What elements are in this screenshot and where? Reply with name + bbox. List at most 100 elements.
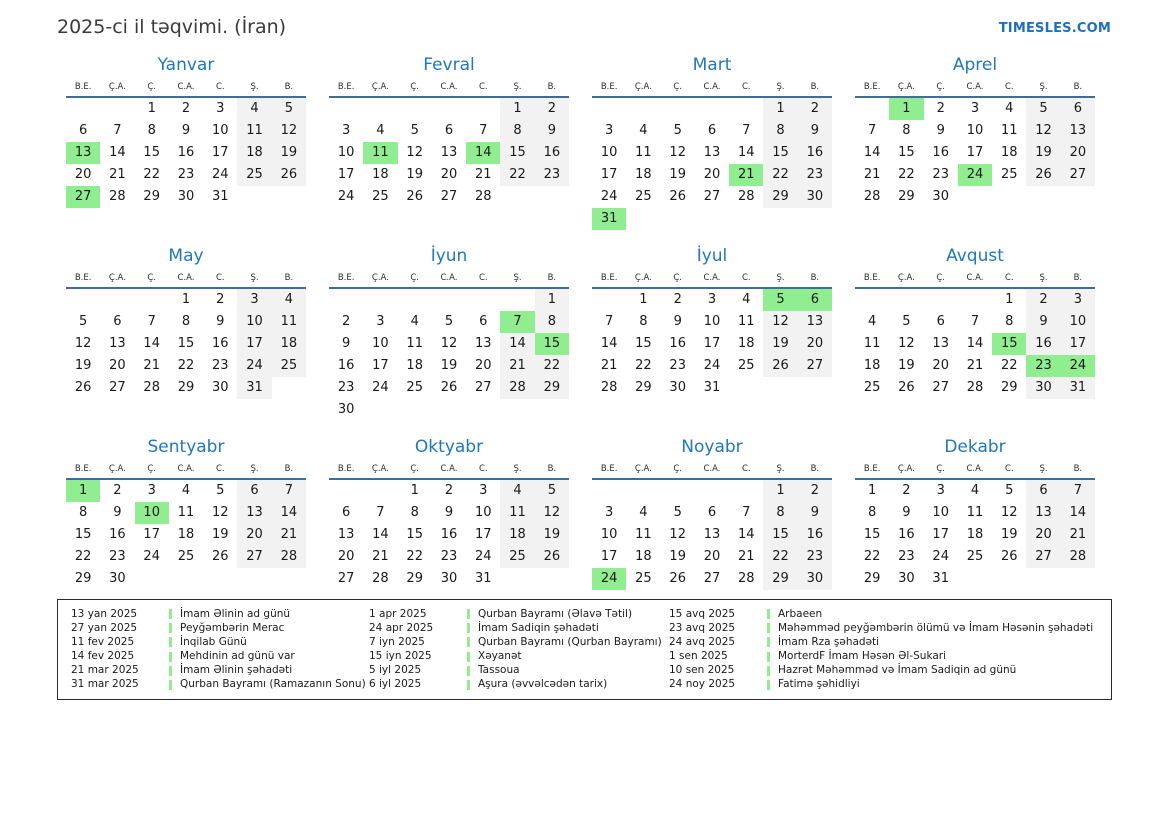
week-row: 19 20 21 22 23 24 25 bbox=[66, 355, 306, 377]
legend-entry: İnqilab Günü bbox=[169, 636, 369, 649]
day-cell: 1 bbox=[410, 483, 419, 498]
month-oktyabr: Oktyabr B.E. Ç.A. Ç. C.A. C. Ş. B. 1 2 3 4 5 6 7 8 9 10 11… bbox=[329, 437, 569, 590]
weekend-cell: 22 bbox=[534, 355, 569, 377]
day-cell: 12 bbox=[669, 527, 686, 542]
day-cell: 26 bbox=[669, 189, 686, 204]
weekend-cell: 10 bbox=[1060, 311, 1095, 333]
weekend-cell: 2 bbox=[1026, 289, 1061, 311]
weekend-cell: 27 bbox=[1060, 164, 1095, 186]
weekday-label: Ç. bbox=[147, 273, 157, 283]
weekend-cell: 22 bbox=[763, 164, 798, 186]
empty-cell bbox=[237, 186, 271, 208]
holiday-marker-icon bbox=[169, 651, 172, 662]
day-cell: 16 bbox=[440, 527, 458, 542]
day-cell: 12 bbox=[669, 145, 686, 160]
day-cell: 9 bbox=[216, 314, 225, 329]
legend-entry: Məhəmməd peyğəmbərin ölümü və İmam Həsən… bbox=[767, 622, 1105, 635]
legend-date: 7 iyn 2025 bbox=[369, 636, 425, 649]
weekend-cell: 21 bbox=[1060, 524, 1095, 546]
day-cell: 18 bbox=[372, 167, 389, 182]
day-cell: 11 bbox=[635, 527, 652, 542]
day-cell: 24 bbox=[143, 549, 160, 564]
legend-date: 15 iyn 2025 bbox=[369, 650, 432, 663]
site-link[interactable]: TIMESLES.COM bbox=[998, 21, 1111, 36]
weekend-cell: 24 bbox=[237, 355, 272, 377]
holiday-cell: 7 bbox=[500, 311, 535, 333]
day-cell: 4 bbox=[376, 123, 385, 138]
day-cell: 10 bbox=[600, 145, 618, 160]
weekday-label: B. bbox=[810, 464, 820, 474]
holiday-cell: 1 bbox=[889, 98, 924, 120]
day-cell: 3 bbox=[970, 101, 980, 116]
day-cell: 5 bbox=[1005, 483, 1014, 498]
week-row: 6 7 8 9 10 11 12 bbox=[329, 502, 569, 524]
weekday-label: C. bbox=[1004, 273, 1014, 283]
weekday-label: B. bbox=[1073, 273, 1083, 283]
day-cell: 16 bbox=[898, 527, 915, 542]
legend-label: Məhəmməd peyğəmbərin ölümü və İmam Həsən… bbox=[778, 622, 1094, 635]
day-cell: 7 bbox=[147, 314, 156, 329]
month-title: Mart bbox=[692, 55, 732, 75]
day-cell: 19 bbox=[440, 358, 458, 373]
weekday-label: B. bbox=[284, 464, 294, 474]
page-title: 2025-ci il təqvimi. (İran) bbox=[57, 16, 287, 38]
holiday-cell: 14 bbox=[466, 142, 501, 164]
day-cell: 28 bbox=[109, 189, 126, 204]
weekend-cell: 4 bbox=[237, 98, 272, 120]
weekend-cell: 26 bbox=[763, 355, 798, 377]
weekday-label: Ç.A. bbox=[108, 82, 126, 92]
legend-entry: Qurban Bayramı (Əlavə Tətil) bbox=[467, 608, 669, 621]
day-cell: 24 bbox=[703, 358, 721, 373]
empty-cell bbox=[100, 289, 134, 311]
weekend-cell: 31 bbox=[237, 377, 272, 399]
day-cell: 26 bbox=[1001, 549, 1018, 564]
weekend-cell: 1 bbox=[534, 289, 569, 311]
day-cell: 8 bbox=[868, 505, 877, 520]
month-title: Noyabr bbox=[681, 437, 743, 457]
weekend-cell: 19 bbox=[763, 333, 798, 355]
weekend-cell: 20 bbox=[1026, 524, 1061, 546]
empty-cell bbox=[203, 568, 237, 590]
legend-entry: Peyğəmbərin Merac bbox=[169, 622, 369, 635]
legend-date: 23 avq 2025 bbox=[669, 622, 736, 635]
day-cell: 20 bbox=[337, 549, 355, 564]
week-row: 26 27 28 29 30 31 bbox=[66, 377, 306, 399]
day-cell: 30 bbox=[177, 189, 195, 204]
day-cell: 27 bbox=[475, 380, 492, 395]
weekend-cell: 3 bbox=[237, 289, 272, 311]
empty-cell bbox=[66, 98, 100, 120]
weekday-label: B.E. bbox=[337, 82, 355, 92]
weekend-cell: 12 bbox=[1026, 120, 1061, 142]
week-row: 25 26 27 28 29 30 31 bbox=[855, 377, 1095, 399]
day-cell: 1 bbox=[868, 483, 877, 498]
weekday-label: C.A. bbox=[177, 273, 195, 283]
month-title: Dekabr bbox=[944, 437, 1006, 457]
day-cell: 23 bbox=[337, 380, 355, 395]
day-cell: 30 bbox=[440, 571, 458, 586]
week-row: 15 16 17 18 19 20 21 bbox=[66, 524, 306, 546]
day-cell: 2 bbox=[216, 292, 225, 307]
legend-entry: Fatimə şəhidliyi bbox=[767, 678, 1105, 691]
day-cell: 19 bbox=[212, 527, 229, 542]
day-cell: 6 bbox=[707, 123, 717, 138]
day-cell: 21 bbox=[109, 167, 126, 182]
weekend-cell: 22 bbox=[763, 546, 798, 568]
weekend-cell: 7 bbox=[271, 480, 306, 502]
day-cell: 2 bbox=[113, 483, 122, 498]
holiday-marker-icon bbox=[169, 637, 172, 648]
weekday-label: B.E. bbox=[74, 82, 92, 92]
weekend-cell: 9 bbox=[1026, 311, 1061, 333]
legend-label: Qurban Bayramı (Ramazanın Sonu) bbox=[180, 678, 366, 691]
day-cell: 27 bbox=[703, 571, 721, 586]
week-row: 29 30 bbox=[66, 568, 306, 590]
day-cell: 7 bbox=[970, 314, 980, 329]
legend-label: İmam Əlinin şəhadəti bbox=[180, 664, 293, 677]
weekend-cell: 26 bbox=[534, 546, 569, 568]
week-row: 12 13 14 15 16 17 18 bbox=[66, 333, 306, 355]
empty-cell bbox=[592, 480, 626, 502]
weekend-cell: 8 bbox=[763, 502, 798, 524]
legend-entry: İmam Rza şəhadəti bbox=[767, 636, 1105, 649]
day-cell: 30 bbox=[109, 571, 126, 586]
month-yanvar: Yanvar B.E. Ç.A. Ç. C.A. C. Ş. B. 1 2 3 4 5 6 7 8 9 10 11 1… bbox=[66, 55, 306, 230]
